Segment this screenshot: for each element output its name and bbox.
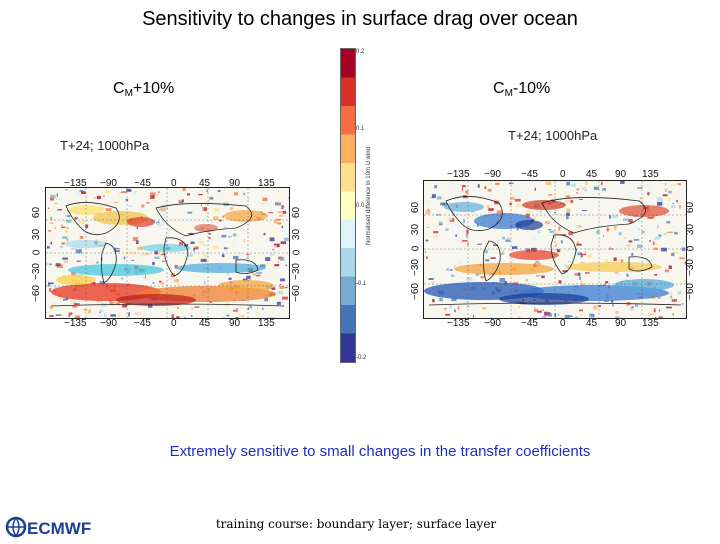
slide-title: Sensitivity to changes in surface drag o…: [0, 8, 720, 31]
left-ytick-right: −30: [291, 263, 302, 280]
right-map-graphic: [424, 181, 686, 318]
right-ytick-right: 30: [685, 224, 696, 235]
right-xtick-bottom: 90: [615, 318, 626, 329]
right-xtick-bottom: 135: [642, 318, 659, 329]
right-xtick-top: −45: [521, 169, 538, 180]
right-xtick-bottom: −45: [521, 318, 538, 329]
left-xtick-top: −45: [134, 178, 151, 189]
left-xtick-top: 90: [229, 178, 240, 189]
left-xtick-bottom: 135: [258, 318, 275, 329]
left-xtick-top: −90: [100, 178, 117, 189]
left-xtick-bottom: 45: [199, 318, 210, 329]
left-xtick-bottom: 90: [229, 318, 240, 329]
left-panel-label: CM+10%: [113, 80, 174, 99]
right-xtick-top: 0: [560, 169, 566, 180]
right-ytick: −60: [410, 283, 421, 300]
right-ytick: 30: [410, 224, 421, 235]
colorbar-tick: -0.1: [356, 281, 366, 287]
right-panel-label: CM-10%: [493, 80, 550, 99]
colorbar-tick: 0.2: [356, 49, 364, 55]
colorbar-tick: 0.0: [356, 203, 364, 209]
left-ytick-right: −60: [291, 285, 302, 302]
left-map-title: T+24; 1000hPa: [60, 138, 149, 153]
right-ytick-right: 60: [685, 202, 696, 213]
left-ytick: −30: [31, 263, 42, 280]
left-xtick-top: −135: [64, 178, 87, 189]
left-map-graphic: [46, 188, 289, 318]
left-xtick-top: 135: [258, 178, 275, 189]
left-xtick-bottom: 0: [171, 318, 177, 329]
right-xtick-top: −90: [484, 169, 501, 180]
right-xtick-bottom: −90: [484, 318, 501, 329]
colorbar-tick: 0.1: [356, 126, 364, 132]
colorbar-label: Normalised difference in 10m U wind: [366, 147, 372, 245]
left-xtick-bottom: −90: [100, 318, 117, 329]
right-xtick-bottom: 45: [586, 318, 597, 329]
left-ytick-right: 60: [291, 207, 302, 218]
right-ytick: 60: [410, 202, 421, 213]
right-ytick: −30: [410, 259, 421, 276]
right-sensitivity-map: [423, 180, 687, 319]
left-ytick: 0: [31, 250, 42, 256]
footer-text: training course: boundary layer; surface…: [0, 517, 712, 531]
right-map-title: T+24; 1000hPa: [508, 128, 597, 143]
left-ytick: 60: [31, 207, 42, 218]
right-ytick: 0: [410, 246, 421, 252]
left-xtick-bottom: −135: [64, 318, 87, 329]
left-ytick: −60: [31, 285, 42, 302]
right-xtick-bottom: 0: [560, 318, 566, 329]
left-xtick-top: 45: [199, 178, 210, 189]
right-xtick-top: 90: [615, 169, 626, 180]
right-xtick-top: 135: [642, 169, 659, 180]
colorbar-tick: -0.2: [356, 355, 366, 361]
left-sensitivity-map: [45, 187, 290, 319]
left-xtick-top: 0: [171, 178, 177, 189]
left-ytick-right: 30: [291, 229, 302, 240]
left-ytick: 30: [31, 229, 42, 240]
right-ytick-right: 0: [685, 246, 696, 252]
right-xtick-bottom: −135: [447, 318, 470, 329]
right-ytick-right: −30: [685, 259, 696, 276]
colorbar: [340, 48, 356, 363]
left-xtick-bottom: −45: [134, 318, 151, 329]
right-xtick-top: 45: [586, 169, 597, 180]
caption: Extremely sensitive to small changes in …: [0, 443, 720, 460]
left-ytick-right: 0: [291, 250, 302, 256]
right-ytick-right: −60: [685, 283, 696, 300]
right-xtick-top: −135: [447, 169, 470, 180]
